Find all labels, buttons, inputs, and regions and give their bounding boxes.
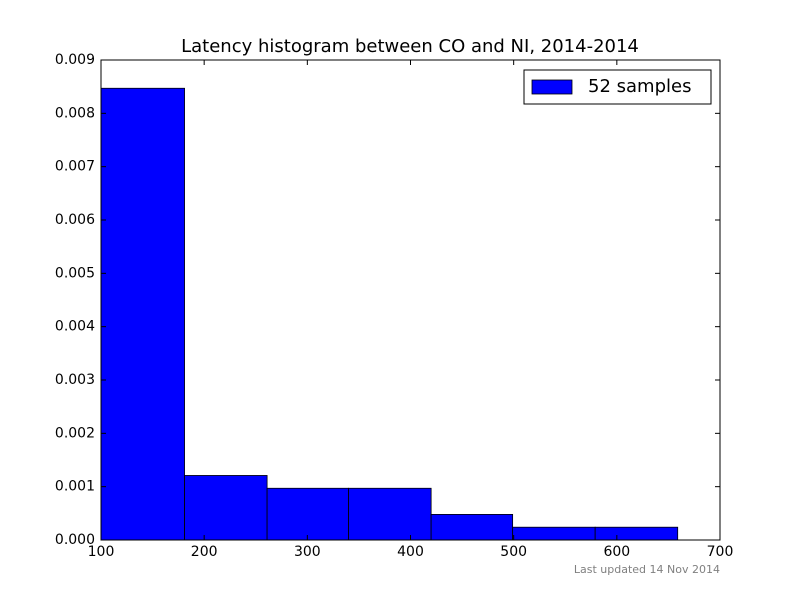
y-tick-label: 0.005	[55, 265, 95, 281]
bar	[266, 487, 349, 541]
x-tick-label: 100	[88, 544, 115, 560]
x-tick-label: 500	[500, 544, 527, 560]
y-tick-label: 0.007	[55, 159, 95, 175]
bar	[512, 526, 596, 541]
y-tick-label: 0.001	[55, 479, 95, 495]
bar	[430, 514, 514, 541]
y-tick-label: 0.008	[55, 105, 95, 121]
plot-frame	[100, 59, 721, 541]
x-tick-label: 300	[294, 544, 321, 560]
y-tick-label: 0.002	[55, 425, 95, 441]
y-tick-label: 0.006	[55, 212, 95, 228]
bar	[594, 526, 679, 541]
y-tick-label: 0.000	[55, 532, 95, 548]
footnote: Last updated 14 Nov 2014	[574, 563, 720, 576]
x-tick-label: 200	[191, 544, 218, 560]
bar	[348, 487, 432, 541]
x-tick-label: 600	[603, 544, 630, 560]
y-tick-label: 0.009	[55, 52, 95, 68]
y-tick-label: 0.004	[55, 319, 95, 335]
legend-swatch	[531, 79, 573, 95]
bar	[184, 475, 268, 541]
bar	[100, 87, 185, 541]
y-tick-label: 0.003	[55, 372, 95, 388]
x-tick-label: 700	[707, 544, 734, 560]
legend-label: 52 samples	[588, 76, 691, 97]
x-tick-label: 400	[397, 544, 424, 560]
chart-title: Latency histogram between CO and NI, 201…	[181, 36, 639, 57]
